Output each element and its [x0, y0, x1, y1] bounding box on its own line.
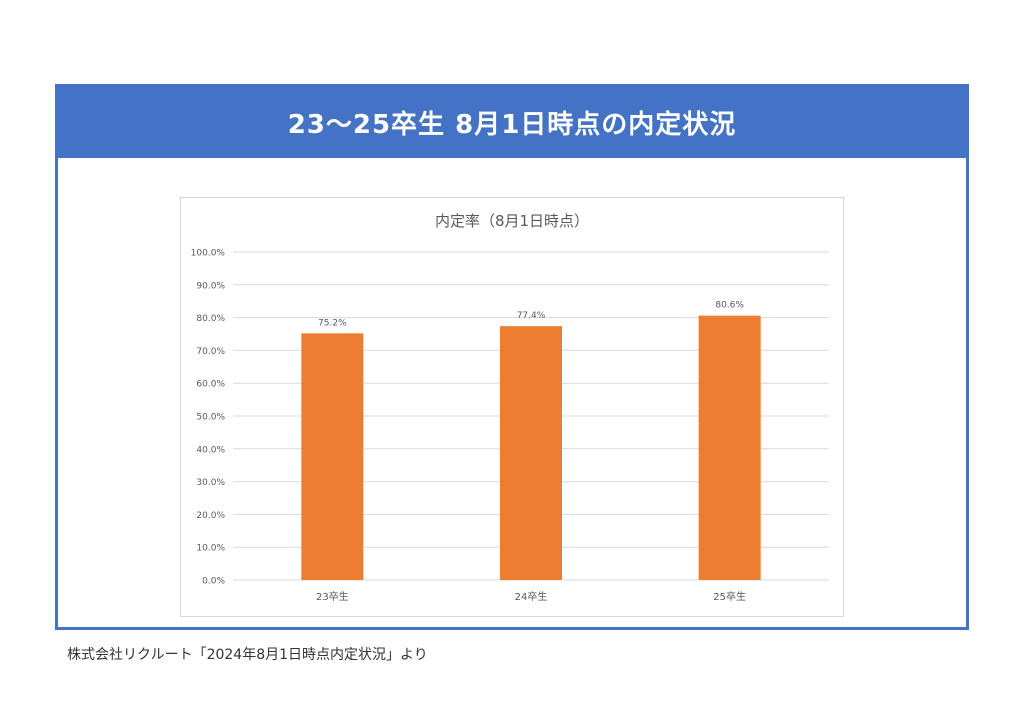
data-label: 80.6% [715, 301, 744, 311]
y-axis-ticks: 0.0% 10.0% 20.0% 30.0% 40.0% 50.0% 60.0% 70.0% 8… [191, 249, 226, 587]
x-axis-labels: 23卒生 24卒生 25卒生 [316, 590, 746, 603]
y-tick-label: 60.0% [196, 380, 225, 390]
data-label: 75.2% [318, 318, 347, 328]
page-title: 23～25卒生 8月1日時点の内定状況 [58, 87, 966, 158]
y-tick-label: 20.0% [196, 511, 225, 521]
x-tick-label: 23卒生 [316, 590, 349, 603]
chart-title: 内定率（8月1日時点） [435, 212, 589, 230]
x-tick-label: 25卒生 [713, 590, 746, 603]
chart-panel: 23～25卒生 8月1日時点の内定状況 内定率（8月1日時点） 0.0% 10.0… [55, 84, 969, 630]
chart-frame: 内定率（8月1日時点） 0.0% 10.0% 20.0% 30.0% 40.0% 50.0… [180, 197, 844, 617]
data-label: 77.4% [517, 311, 546, 321]
y-tick-label: 0.0% [202, 577, 225, 587]
data-labels: 75.2% 77.4% 80.6% [318, 301, 744, 329]
bar-chart: 内定率（8月1日時点） 0.0% 10.0% 20.0% 30.0% 40.0% 50.0… [191, 212, 829, 603]
bar [698, 315, 761, 580]
y-tick-label: 100.0% [191, 249, 226, 259]
y-tick-label: 40.0% [196, 445, 225, 455]
bar [500, 326, 562, 580]
y-tick-label: 90.0% [196, 281, 225, 291]
y-tick-label: 10.0% [196, 544, 225, 554]
source-caption: 株式会社リクルート「2024年8月1日時点内定状況」より [67, 647, 428, 663]
y-tick-label: 30.0% [196, 478, 225, 488]
y-tick-label: 80.0% [196, 314, 225, 324]
x-tick-label: 24卒生 [515, 590, 548, 603]
y-tick-label: 50.0% [196, 413, 225, 423]
y-tick-label: 70.0% [196, 347, 225, 357]
bar [301, 333, 364, 580]
bars [301, 315, 761, 580]
